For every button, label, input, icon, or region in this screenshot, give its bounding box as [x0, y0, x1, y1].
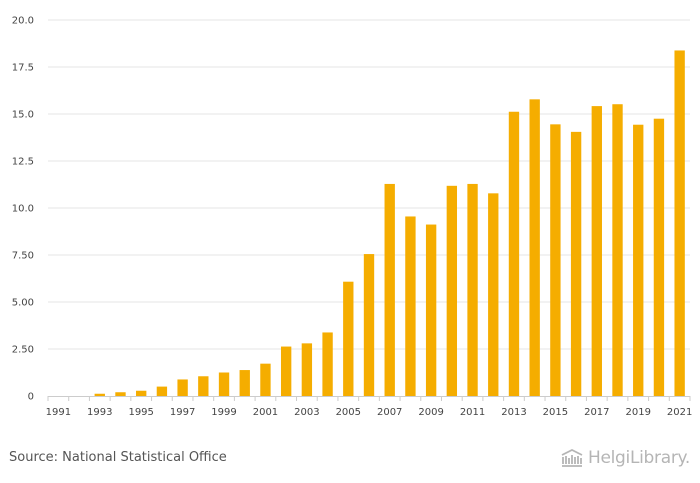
bar-2020 — [653, 118, 665, 396]
source-note: Source: National Statistical Office — [9, 450, 227, 465]
bar-1993 — [94, 393, 105, 396]
bar-2014 — [529, 99, 540, 396]
x-tick-label: 2021 — [667, 407, 692, 418]
bar-2009 — [425, 224, 437, 396]
bar-2011 — [467, 183, 478, 396]
y-tick-label: 2.50 — [12, 345, 34, 356]
bar-2012 — [488, 193, 499, 396]
x-tick-label: 2003 — [294, 407, 319, 418]
x-tick-label: 2011 — [460, 407, 485, 418]
bar-2013 — [508, 111, 520, 396]
y-tick-label: 5.00 — [12, 298, 34, 309]
brand-name: HelgiLibrary. — [587, 448, 690, 468]
x-tick-label: 2001 — [253, 407, 278, 418]
bar-2018 — [612, 104, 623, 396]
x-axis: 1991 1993 1995 1997 1999 2001 2003 2005 2007 2009… — [46, 396, 692, 418]
bar-2004 — [322, 332, 333, 396]
x-tick-label: 2013 — [501, 407, 526, 418]
bar-1997 — [177, 379, 188, 396]
bar-2016 — [570, 131, 582, 397]
bar-2001 — [260, 363, 271, 396]
x-tick-label: 1997 — [170, 407, 195, 418]
y-tick-label: 12.5 — [12, 157, 34, 168]
bar-1994 — [115, 392, 126, 396]
y-tick-label: 15.0 — [12, 110, 34, 121]
bar-2008 — [405, 216, 416, 396]
y-tick-label: 7.50 — [12, 251, 34, 262]
bar-2000 — [239, 370, 250, 396]
x-tick-label: 2017 — [584, 407, 609, 418]
x-tick-label: 2007 — [377, 407, 402, 418]
bar-2005 — [343, 281, 354, 396]
x-tick-label: 2019 — [625, 407, 650, 418]
x-tick-label: 2015 — [543, 407, 568, 418]
y-tick-label: 17.5 — [12, 63, 34, 74]
y-tick-label: 10.0 — [12, 204, 34, 215]
x-tick-label: 1999 — [211, 407, 236, 418]
y-tick-label: 0 — [28, 392, 34, 403]
bar-2007 — [384, 183, 395, 396]
x-tick-label: 2005 — [336, 407, 361, 418]
bar-1995 — [136, 390, 147, 396]
y-tick-label: 20.0 — [12, 16, 34, 27]
x-tick-label: 2009 — [418, 407, 443, 418]
library-icon — [561, 448, 583, 467]
bar-2010 — [446, 185, 458, 396]
y-axis-ticks: 0 2.50 5.00 7.50 10.0 12.5 15.0 17.5 20.0 — [12, 16, 34, 403]
bars — [94, 50, 685, 397]
bar-2006 — [363, 254, 375, 396]
bar-2015 — [550, 124, 561, 396]
bar-1998 — [198, 376, 209, 396]
bar-1996 — [156, 386, 168, 396]
x-tick-label: 1995 — [128, 407, 153, 418]
x-tick-label: 1993 — [87, 407, 112, 418]
bar-2003 — [301, 343, 313, 396]
x-tick-label: 1991 — [46, 407, 71, 418]
bar-2021 — [674, 50, 685, 397]
bar-2017 — [591, 106, 602, 396]
brand-logo: HelgiLibrary. — [560, 448, 690, 468]
bar-2019 — [633, 124, 644, 396]
bar-2002 — [280, 346, 292, 396]
bar-1999 — [218, 372, 230, 396]
